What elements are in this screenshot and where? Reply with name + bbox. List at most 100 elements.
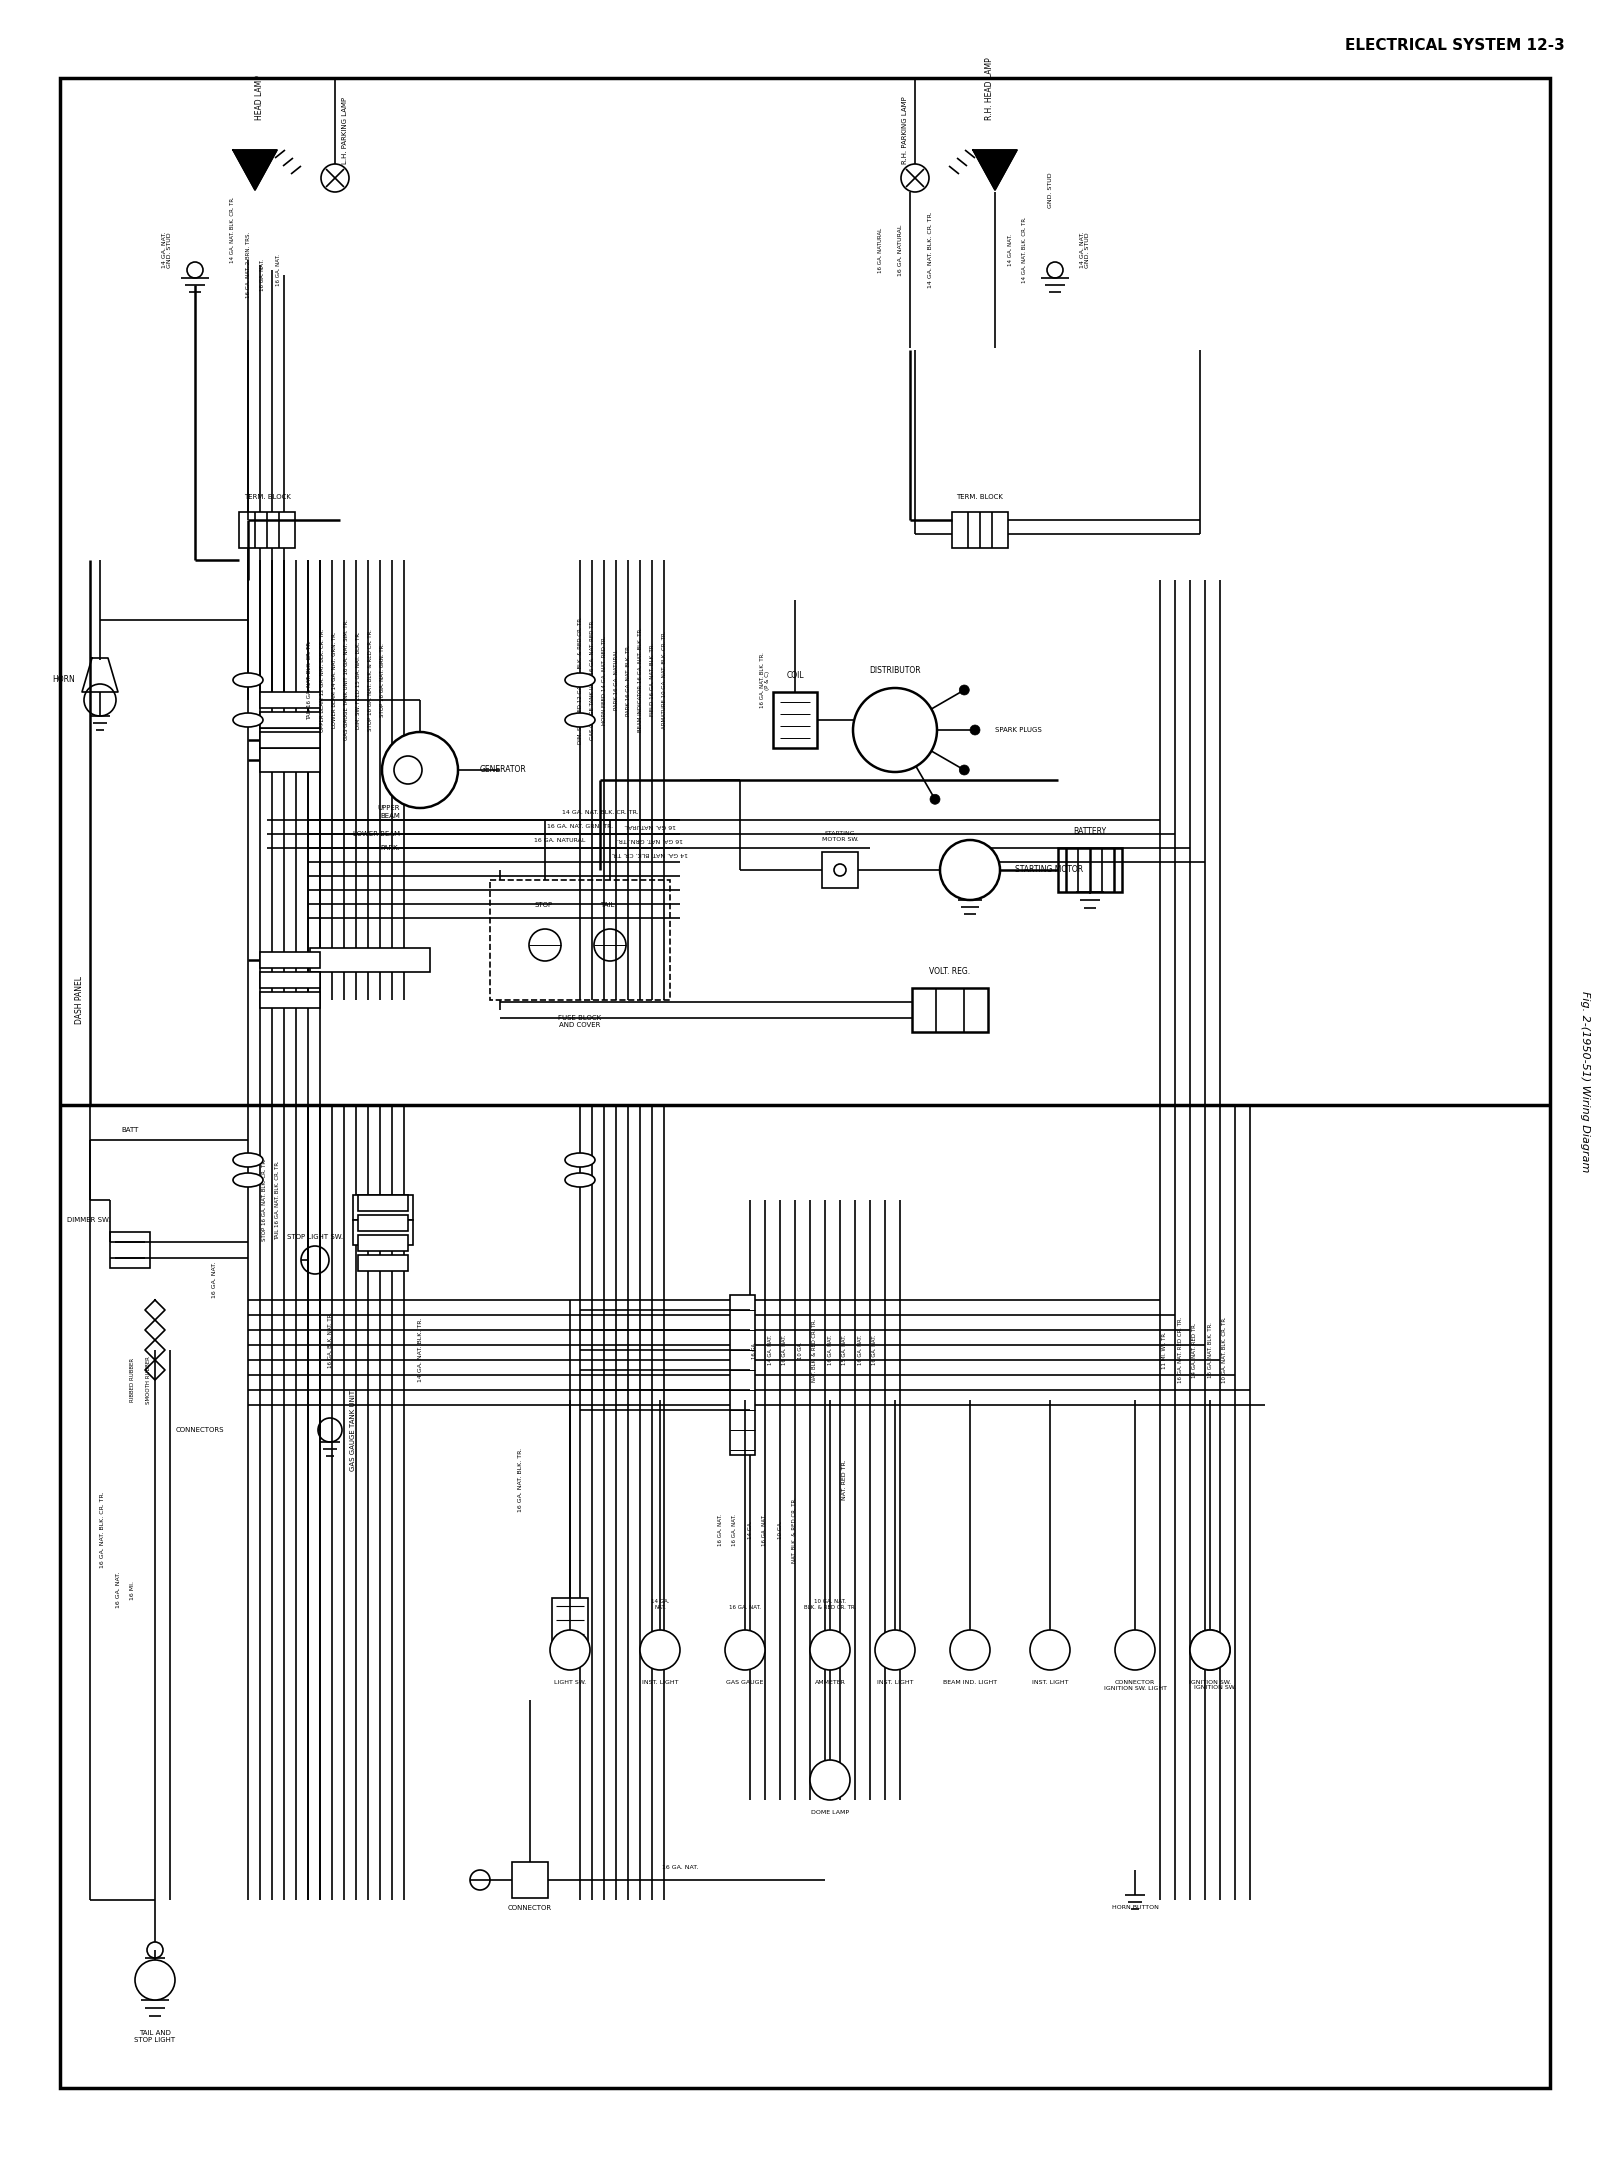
Text: BEAM IND. LIGHT: BEAM IND. LIGHT — [942, 1679, 997, 1686]
Text: 16 GA.: 16 GA. — [752, 1342, 757, 1359]
Bar — [259, 952, 320, 967]
Text: TERM. BLOCK: TERM. BLOCK — [957, 493, 1003, 500]
Text: 14 GA.
NAT.: 14 GA. NAT. — [651, 1599, 669, 1610]
Text: 14 GA. NAT. BLK. CR. TR.: 14 GA. NAT. BLK. CR. TR. — [229, 197, 235, 264]
Bar — [259, 692, 320, 708]
Text: 16 GA. NAT.: 16 GA. NAT. — [261, 260, 266, 290]
Text: GAS GAUGE TANK UNIT 16 GA. NAT. RED TR.: GAS GAUGE TANK UNIT 16 GA. NAT. RED TR. — [589, 619, 595, 740]
Ellipse shape — [234, 1173, 262, 1188]
Text: CONNECTOR
IGNITION SW. LIGHT: CONNECTOR IGNITION SW. LIGHT — [1104, 1679, 1166, 1690]
Text: Fig. 2-(1950-51) Wiring Diagram: Fig. 2-(1950-51) Wiring Diagram — [1581, 991, 1590, 1173]
Text: 16 GA. NAT.: 16 GA. NAT. — [782, 1335, 787, 1365]
Text: INST. LIGHT: INST. LIGHT — [642, 1679, 678, 1686]
Text: 16 GA. NAT. RED CR. TR.: 16 GA. NAT. RED CR. TR. — [1178, 1318, 1182, 1383]
Text: STOP LIGHT SW.: STOP LIGHT SW. — [286, 1233, 342, 1240]
Text: 16 GA. NAT. BLK. CR. TR.: 16 GA. NAT. BLK. CR. TR. — [101, 1491, 106, 1569]
Text: DOME LAMP: DOME LAMP — [811, 1809, 850, 1816]
Bar — [490, 881, 670, 1000]
Text: L.H. PARKING LAMP: L.H. PARKING LAMP — [342, 97, 349, 164]
Text: HORN: HORN — [53, 675, 75, 684]
Circle shape — [950, 1629, 990, 1671]
Text: DIM. SW. FEED 12 GA. NAT. BLK. & RED CR. TR.: DIM. SW. FEED 12 GA. NAT. BLK. & RED CR.… — [578, 617, 582, 744]
Text: BATT: BATT — [122, 1127, 139, 1134]
Bar — [952, 513, 1008, 547]
Text: LOWER BEAM: LOWER BEAM — [354, 831, 400, 837]
Circle shape — [930, 794, 941, 805]
Bar — [773, 692, 818, 749]
Text: STARTING
MOTOR SW.: STARTING MOTOR SW. — [822, 831, 858, 842]
Text: DIM. SW. FEED 15 GA. NAT. BLK. TR.: DIM. SW. FEED 15 GA. NAT. BLK. TR. — [355, 632, 360, 729]
Text: IGNITION SW.: IGNITION SW. — [1189, 1679, 1230, 1686]
Text: GENERATOR: GENERATOR — [480, 766, 526, 775]
Text: LOWER BEAM 14 GA. NAT. GRN. TR.: LOWER BEAM 14 GA. NAT. GRN. TR. — [331, 632, 336, 729]
Ellipse shape — [234, 712, 262, 727]
Text: 14 GA. NAT.: 14 GA. NAT. — [768, 1335, 773, 1365]
Text: 16 GA. NAT.: 16 GA. NAT. — [827, 1335, 832, 1365]
Ellipse shape — [565, 673, 595, 686]
Text: 14 GA. NAT. BLK. CR. TR.: 14 GA. NAT. BLK. CR. TR. — [928, 212, 933, 288]
Text: STOP 16 GA. NAT. GRN. TR.: STOP 16 GA. NAT. GRN. TR. — [379, 643, 384, 716]
Text: COIL: COIL — [786, 671, 803, 679]
Text: LIGHT SW.: LIGHT SW. — [552, 1649, 587, 1655]
Text: 14 GA. NAT. RED TR.: 14 GA. NAT. RED TR. — [1192, 1322, 1197, 1378]
Text: FUSE BLOCK
AND COVER: FUSE BLOCK AND COVER — [558, 1015, 602, 1028]
Text: 10 GA. NAT. BLK. CR. TR.: 10 GA. NAT. BLK. CR. TR. — [1222, 1316, 1227, 1383]
Text: 14 GA.: 14 GA. — [747, 1521, 752, 1539]
Bar — [354, 1195, 413, 1220]
Text: ELECTRICAL SYSTEM 12-3: ELECTRICAL SYSTEM 12-3 — [1346, 39, 1565, 52]
Text: 16 GA. NAT.: 16 GA. NAT. — [115, 1571, 120, 1608]
Text: 16 GA. NAT.: 16 GA. NAT. — [717, 1515, 723, 1545]
Circle shape — [960, 766, 970, 775]
Text: 14 GA. NAT.: 14 GA. NAT. — [1008, 234, 1013, 266]
Circle shape — [810, 1759, 850, 1800]
Ellipse shape — [234, 1153, 262, 1166]
Circle shape — [382, 731, 458, 807]
Text: 16 GA. NAT.: 16 GA. NAT. — [213, 1262, 218, 1298]
Bar — [310, 948, 430, 972]
Circle shape — [941, 840, 1000, 900]
Text: NAT. RED TR.: NAT. RED TR. — [843, 1461, 848, 1500]
Text: 16 GA. NAT. 2-BRN. TRS.: 16 GA. NAT. 2-BRN. TRS. — [245, 232, 251, 299]
Text: 10 GA. NAT.
BLK. & RED CR. TR.: 10 GA. NAT. BLK. & RED CR. TR. — [803, 1599, 856, 1610]
Text: HORN FEED 14 GA. NAT. RED TR.: HORN FEED 14 GA. NAT. RED TR. — [602, 636, 606, 725]
Circle shape — [875, 1629, 915, 1671]
Ellipse shape — [565, 712, 595, 727]
Text: INST. LIGHT: INST. LIGHT — [1032, 1679, 1069, 1686]
Text: 14 GA. NAT.
GND. STUD: 14 GA. NAT. GND. STUD — [1080, 232, 1091, 268]
Text: TAIL: TAIL — [600, 902, 614, 909]
Text: GAS GAUGE TANK UNIT: GAS GAUGE TANK UNIT — [350, 1389, 355, 1472]
Bar — [358, 1214, 408, 1231]
Bar — [259, 991, 320, 1008]
Text: AMMETER: AMMETER — [814, 1679, 845, 1686]
Bar — [259, 749, 320, 773]
Text: UPPER BEAM 12 GA. NAT. BLK. CR. TR.: UPPER BEAM 12 GA. NAT. BLK. CR. TR. — [320, 628, 325, 731]
Text: 16 GA. NAT. GRN. TR.: 16 GA. NAT. GRN. TR. — [618, 837, 683, 842]
Text: TAIL 16 GA. NAT. BLK. CR. TR.: TAIL 16 GA. NAT. BLK. CR. TR. — [275, 1160, 280, 1240]
Text: INST. LIGHT: INST. LIGHT — [877, 1679, 914, 1686]
Text: CONNECTOR: CONNECTOR — [507, 1904, 552, 1911]
Text: 16 GA. NAT. BLK. TR.: 16 GA. NAT. BLK. TR. — [1208, 1322, 1213, 1378]
Ellipse shape — [565, 1173, 595, 1188]
Bar — [730, 1294, 755, 1454]
Text: 16 GA. NATURAL: 16 GA. NATURAL — [877, 227, 883, 273]
Text: 14 GA. NAT.
GND. STUD: 14 GA. NAT. GND. STUD — [162, 232, 173, 268]
Text: GAS GAUGE: GAS GAUGE — [726, 1679, 763, 1686]
Text: 16 GA. NAT.: 16 GA. NAT. — [763, 1515, 768, 1545]
Text: 16 GA. BLK. NAT. TR.: 16 GA. BLK. NAT. TR. — [328, 1311, 333, 1368]
Circle shape — [970, 725, 979, 736]
Ellipse shape — [234, 673, 262, 686]
Text: 14 GA. NAT. BLK. TR.: 14 GA. NAT. BLK. TR. — [418, 1318, 422, 1383]
Text: STARTING MOTOR: STARTING MOTOR — [1014, 866, 1083, 874]
Text: PARK 16 GA. NATURAL: PARK 16 GA. NATURAL — [613, 649, 619, 710]
Text: 16 MI.: 16 MI. — [131, 1580, 136, 1599]
Text: BATTERY: BATTERY — [1074, 827, 1107, 835]
Circle shape — [640, 1629, 680, 1671]
Text: GND. STUD: GND. STUD — [1048, 173, 1053, 208]
Text: 16 GA. NATURAL: 16 GA. NATURAL — [898, 225, 902, 275]
Polygon shape — [234, 149, 277, 190]
Circle shape — [1115, 1629, 1155, 1671]
Text: 11 MI. WI. TR.: 11 MI. WI. TR. — [1163, 1331, 1168, 1370]
Text: RIBBED RUBBER: RIBBED RUBBER — [131, 1359, 136, 1402]
Bar — [822, 853, 858, 887]
Circle shape — [960, 686, 970, 695]
